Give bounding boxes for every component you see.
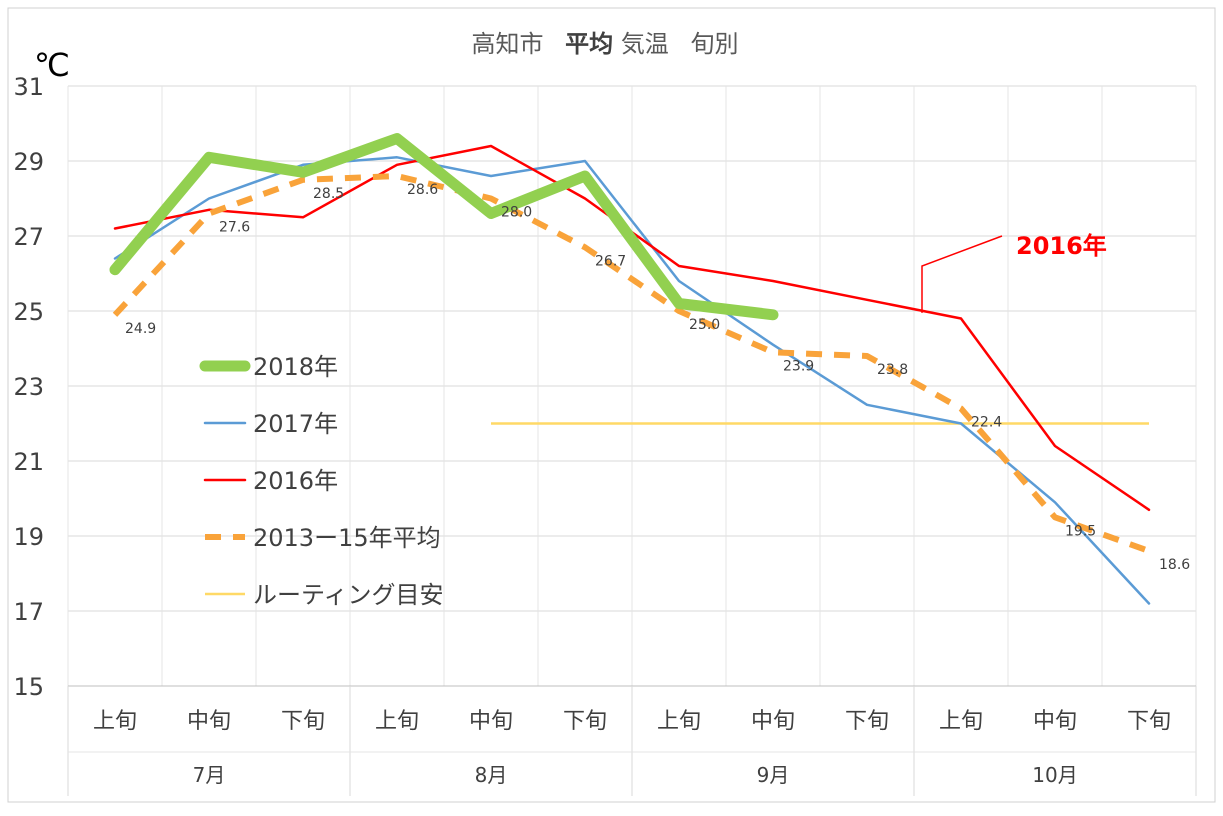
data-label: 26.7 <box>595 253 626 269</box>
month-label: 7月 <box>193 763 226 787</box>
x-tick-label: 中旬 <box>469 709 513 734</box>
annotation-leader <box>921 235 1003 313</box>
x-tick-label: 下旬 <box>845 709 889 734</box>
x-tick-label: 上旬 <box>375 709 419 734</box>
chart-title: 高知市 平均 気温 旬別 <box>472 30 739 58</box>
month-label: 9月 <box>757 763 790 787</box>
x-tick-label: 中旬 <box>187 709 231 734</box>
axes: 15 17 19 21 23 25 27 29 31 上旬 中旬 下旬 上旬 中旬 下旬 上旬 中旬 下旬 上旬 中旬… <box>13 73 1197 796</box>
x-tick-label: 上旬 <box>93 709 137 734</box>
month-label: 8月 <box>475 763 508 787</box>
x-tick-label: 上旬 <box>939 709 983 734</box>
y-tick-label: 25 <box>13 298 44 326</box>
data-label: 28.0 <box>501 205 532 221</box>
title-prefix: 高知市 <box>472 30 544 58</box>
data-label: 22.4 <box>971 415 1002 431</box>
data-labels: 24.9 27.6 28.5 28.6 28.0 26.7 25.0 23.9 23.8 22.4… <box>125 182 1190 573</box>
data-label: 24.9 <box>125 321 156 337</box>
y-tick-label: 19 <box>13 523 44 551</box>
data-label: 18.6 <box>1159 557 1190 573</box>
annotation: 2016年 <box>921 232 1107 313</box>
y-tick-label: 29 <box>13 148 44 176</box>
chart-border <box>7 7 1216 803</box>
month-label: 10月 <box>1032 763 1077 787</box>
gridlines <box>67 85 1197 686</box>
x-tick-label: 下旬 <box>281 709 325 734</box>
data-label: 23.9 <box>783 358 814 374</box>
y-tick-label: 27 <box>13 223 44 251</box>
data-label: 19.5 <box>1065 523 1096 539</box>
x-tick-label: 中旬 <box>1033 709 1077 734</box>
x-tick-label: 上旬 <box>657 709 701 734</box>
data-label: 28.6 <box>407 182 438 198</box>
y-tick-label: 31 <box>13 73 44 101</box>
y-tick-label: 23 <box>13 373 44 401</box>
y-tick-label: 15 <box>13 673 44 701</box>
x-tick-label: 下旬 <box>563 709 607 734</box>
data-label: 27.6 <box>219 220 250 236</box>
title-suffix: 気温 <box>621 30 669 58</box>
title-tail: 旬別 <box>690 30 738 58</box>
data-label: 28.5 <box>313 186 344 202</box>
x-tick-label: 下旬 <box>1127 709 1171 734</box>
data-label: 23.8 <box>877 362 908 378</box>
legend-label-3: 2013ー15年平均 <box>253 524 441 552</box>
series-lines <box>109 133 1151 605</box>
title-bold: 平均 <box>565 30 613 58</box>
series-line-3 <box>112 173 1151 554</box>
legend-label-1: 2017年 <box>253 410 338 438</box>
y-tick-label: 21 <box>13 448 44 476</box>
data-label: 25.0 <box>689 317 720 333</box>
y-axis-unit: ℃ <box>34 46 70 84</box>
x-tick-label: 中旬 <box>751 709 795 734</box>
legend-label-4: ルーティング目安 <box>253 581 444 609</box>
legend-label-0: 2018年 <box>253 353 338 381</box>
y-tick-label: 17 <box>13 598 44 626</box>
legend-label-2: 2016年 <box>253 467 338 495</box>
series-line-0 <box>109 133 779 321</box>
annotation-label: 2016年 <box>1016 232 1107 260</box>
